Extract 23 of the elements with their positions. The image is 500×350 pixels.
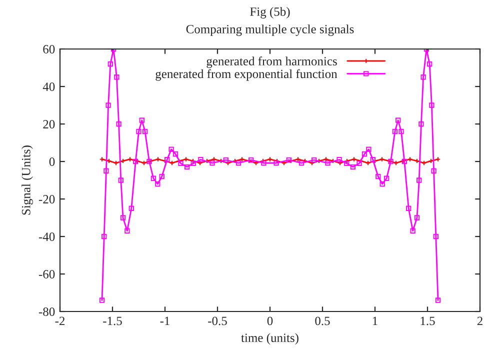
x-tick-label: -0.5	[208, 316, 227, 326]
y-tick-label: 20	[43, 120, 55, 128]
x-tick-label: 0	[267, 316, 273, 326]
y-tick-label: 40	[42, 82, 55, 91]
chart-subtitle: Comparing multiple cycle signals	[186, 24, 354, 36]
x-axis-title: time (units)	[241, 333, 298, 345]
x-tick-label: -2	[55, 316, 65, 326]
y-tick-label: -80	[38, 308, 55, 316]
legend-label: generated from harmonics	[206, 56, 337, 68]
chart-title: Fig (5b)	[250, 7, 290, 18]
y-axis-title: Signal (Units)	[22, 146, 33, 215]
y-tick-label: -60	[38, 270, 55, 278]
y-tick-label: 0	[49, 158, 55, 166]
x-tick-label: 1	[372, 316, 378, 326]
y-tick-label: -40	[38, 232, 55, 241]
x-tick-label: 2	[477, 316, 482, 326]
y-tick-label: 60	[43, 45, 55, 54]
legend-label: generated from exponential function	[156, 69, 338, 81]
x-tick-label: -1.5	[103, 316, 122, 326]
y-tick-label: -20	[38, 195, 55, 204]
x-tick-label: 0.5	[315, 316, 330, 326]
x-tick-label: 1.5	[420, 316, 435, 326]
x-tick-label: -1	[160, 316, 170, 326]
